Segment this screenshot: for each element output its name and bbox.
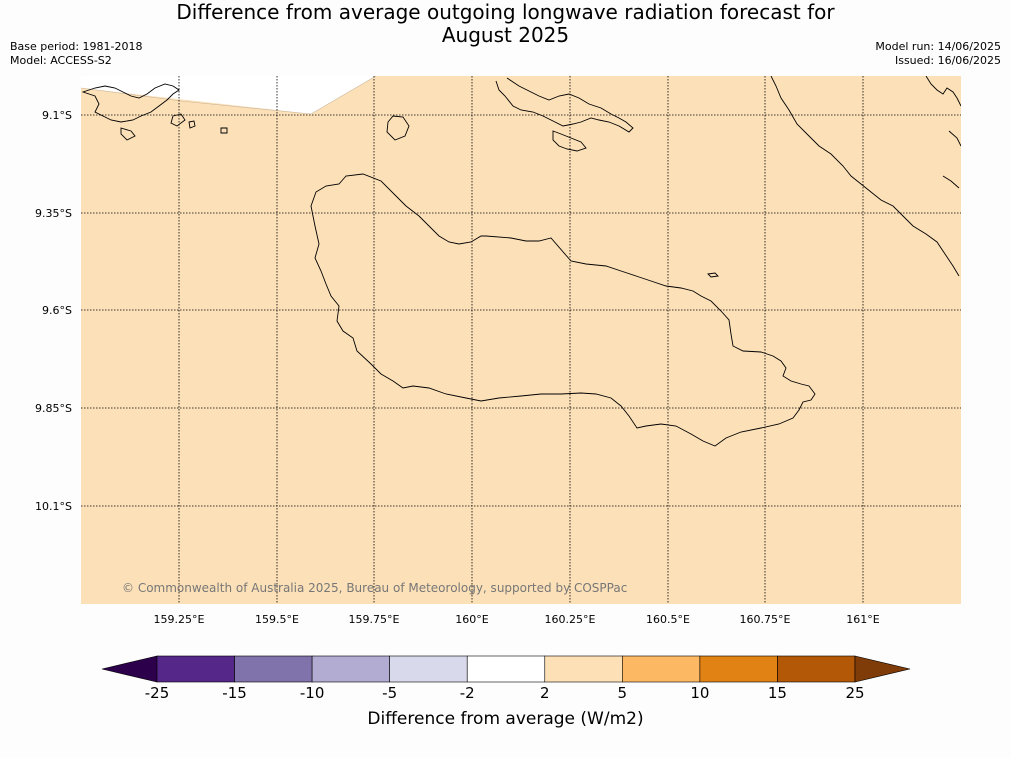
meta-right: Model run: 14/06/2025 Issued: 16/06/2025 — [875, 40, 1001, 68]
western-islet-3 — [188, 120, 196, 129]
colorbar-segment — [622, 655, 701, 683]
colorbar-segment — [544, 655, 623, 683]
lat-label-9-85: 9.85°S — [35, 402, 72, 415]
map-field — [81, 76, 961, 604]
lat-label-10-1: 10.1°S — [35, 500, 72, 513]
lon-label-160-25: 160.25°E — [544, 613, 596, 626]
colorbar-segment — [777, 655, 856, 683]
western-islet-2 — [170, 113, 186, 127]
map-area[interactable] — [81, 76, 961, 604]
colorbar-tick-label: -10 — [299, 684, 325, 702]
islet-north-2 — [552, 130, 587, 152]
issued-date: Issued: 16/06/2025 — [894, 54, 1001, 67]
malaita-edge-3 — [942, 175, 960, 189]
guadalcanal-coast — [310, 173, 816, 447]
lat-label-9-1: 9.1°S — [42, 109, 72, 122]
lon-label-160-5: 160.5°E — [646, 613, 690, 626]
no-data-region — [81, 76, 376, 114]
lon-label-159-25: 159.25°E — [153, 613, 205, 626]
colorbar-tick-label: -5 — [382, 684, 398, 702]
colorbar-segment — [156, 655, 235, 683]
colorbar-tick-label: 2 — [539, 684, 550, 702]
western-islet-4 — [220, 127, 228, 134]
western-islet-1 — [120, 127, 136, 141]
lat-label-9-6: 9.6°S — [42, 304, 72, 317]
model-run: Model run: 14/06/2025 — [875, 40, 1001, 53]
colorbar-tick-label: -25 — [144, 684, 170, 702]
lon-label-160: 160°E — [455, 613, 489, 626]
title-line-1: Difference from average outgoing longwav… — [176, 0, 835, 24]
lon-label-161: 161°E — [846, 613, 880, 626]
coastlines — [81, 76, 961, 447]
colorbar-segment — [311, 655, 390, 683]
colorbar-segment — [699, 655, 778, 683]
gridlines — [81, 76, 961, 604]
model-name: Model: ACCESS-S2 — [10, 54, 112, 67]
colorbar-segments — [101, 655, 911, 683]
colorbar-extend-max — [854, 655, 911, 683]
western-islands — [81, 83, 180, 123]
colorbar-segment — [234, 655, 313, 683]
lon-label-159-5: 159.5°E — [255, 613, 299, 626]
colorbar-tick-label: 15 — [767, 684, 787, 702]
colorbar-segment — [466, 655, 546, 683]
islet-east — [707, 272, 719, 278]
colorbar — [101, 655, 911, 683]
colorbar-extend-min — [101, 655, 158, 683]
malaita-coast-north — [925, 76, 961, 107]
map-svg — [81, 76, 961, 604]
copyright-notice: © Commonwealth of Australia 2025, Bureau… — [122, 581, 628, 595]
lon-label-160-75: 160.75°E — [739, 613, 791, 626]
colorbar-tick-label: 25 — [845, 684, 865, 702]
malaita-edge-2 — [948, 130, 961, 147]
colorbar-tick-label: 10 — [690, 684, 710, 702]
lat-label-9-35: 9.35°S — [35, 207, 72, 220]
no-data-edge — [81, 76, 377, 115]
florida-islands — [495, 77, 634, 133]
base-period: Base period: 1981-2018 — [10, 40, 143, 53]
title-line-2: August 2025 — [441, 23, 570, 47]
colorbar-segment — [389, 655, 468, 683]
colorbar-label: Difference from average (W/m2) — [367, 709, 644, 729]
chart-title: Difference from average outgoing longwav… — [0, 0, 1011, 47]
meta-left: Base period: 1981-2018 Model: ACCESS-S2 — [10, 40, 142, 68]
lon-label-159-75: 159.75°E — [348, 613, 400, 626]
colorbar-tick-label: -2 — [459, 684, 475, 702]
savo-island — [386, 115, 410, 141]
malaita-coast — [770, 76, 960, 277]
colorbar-tick-label: 5 — [617, 684, 628, 702]
colorbar-tick-label: -15 — [222, 684, 247, 702]
